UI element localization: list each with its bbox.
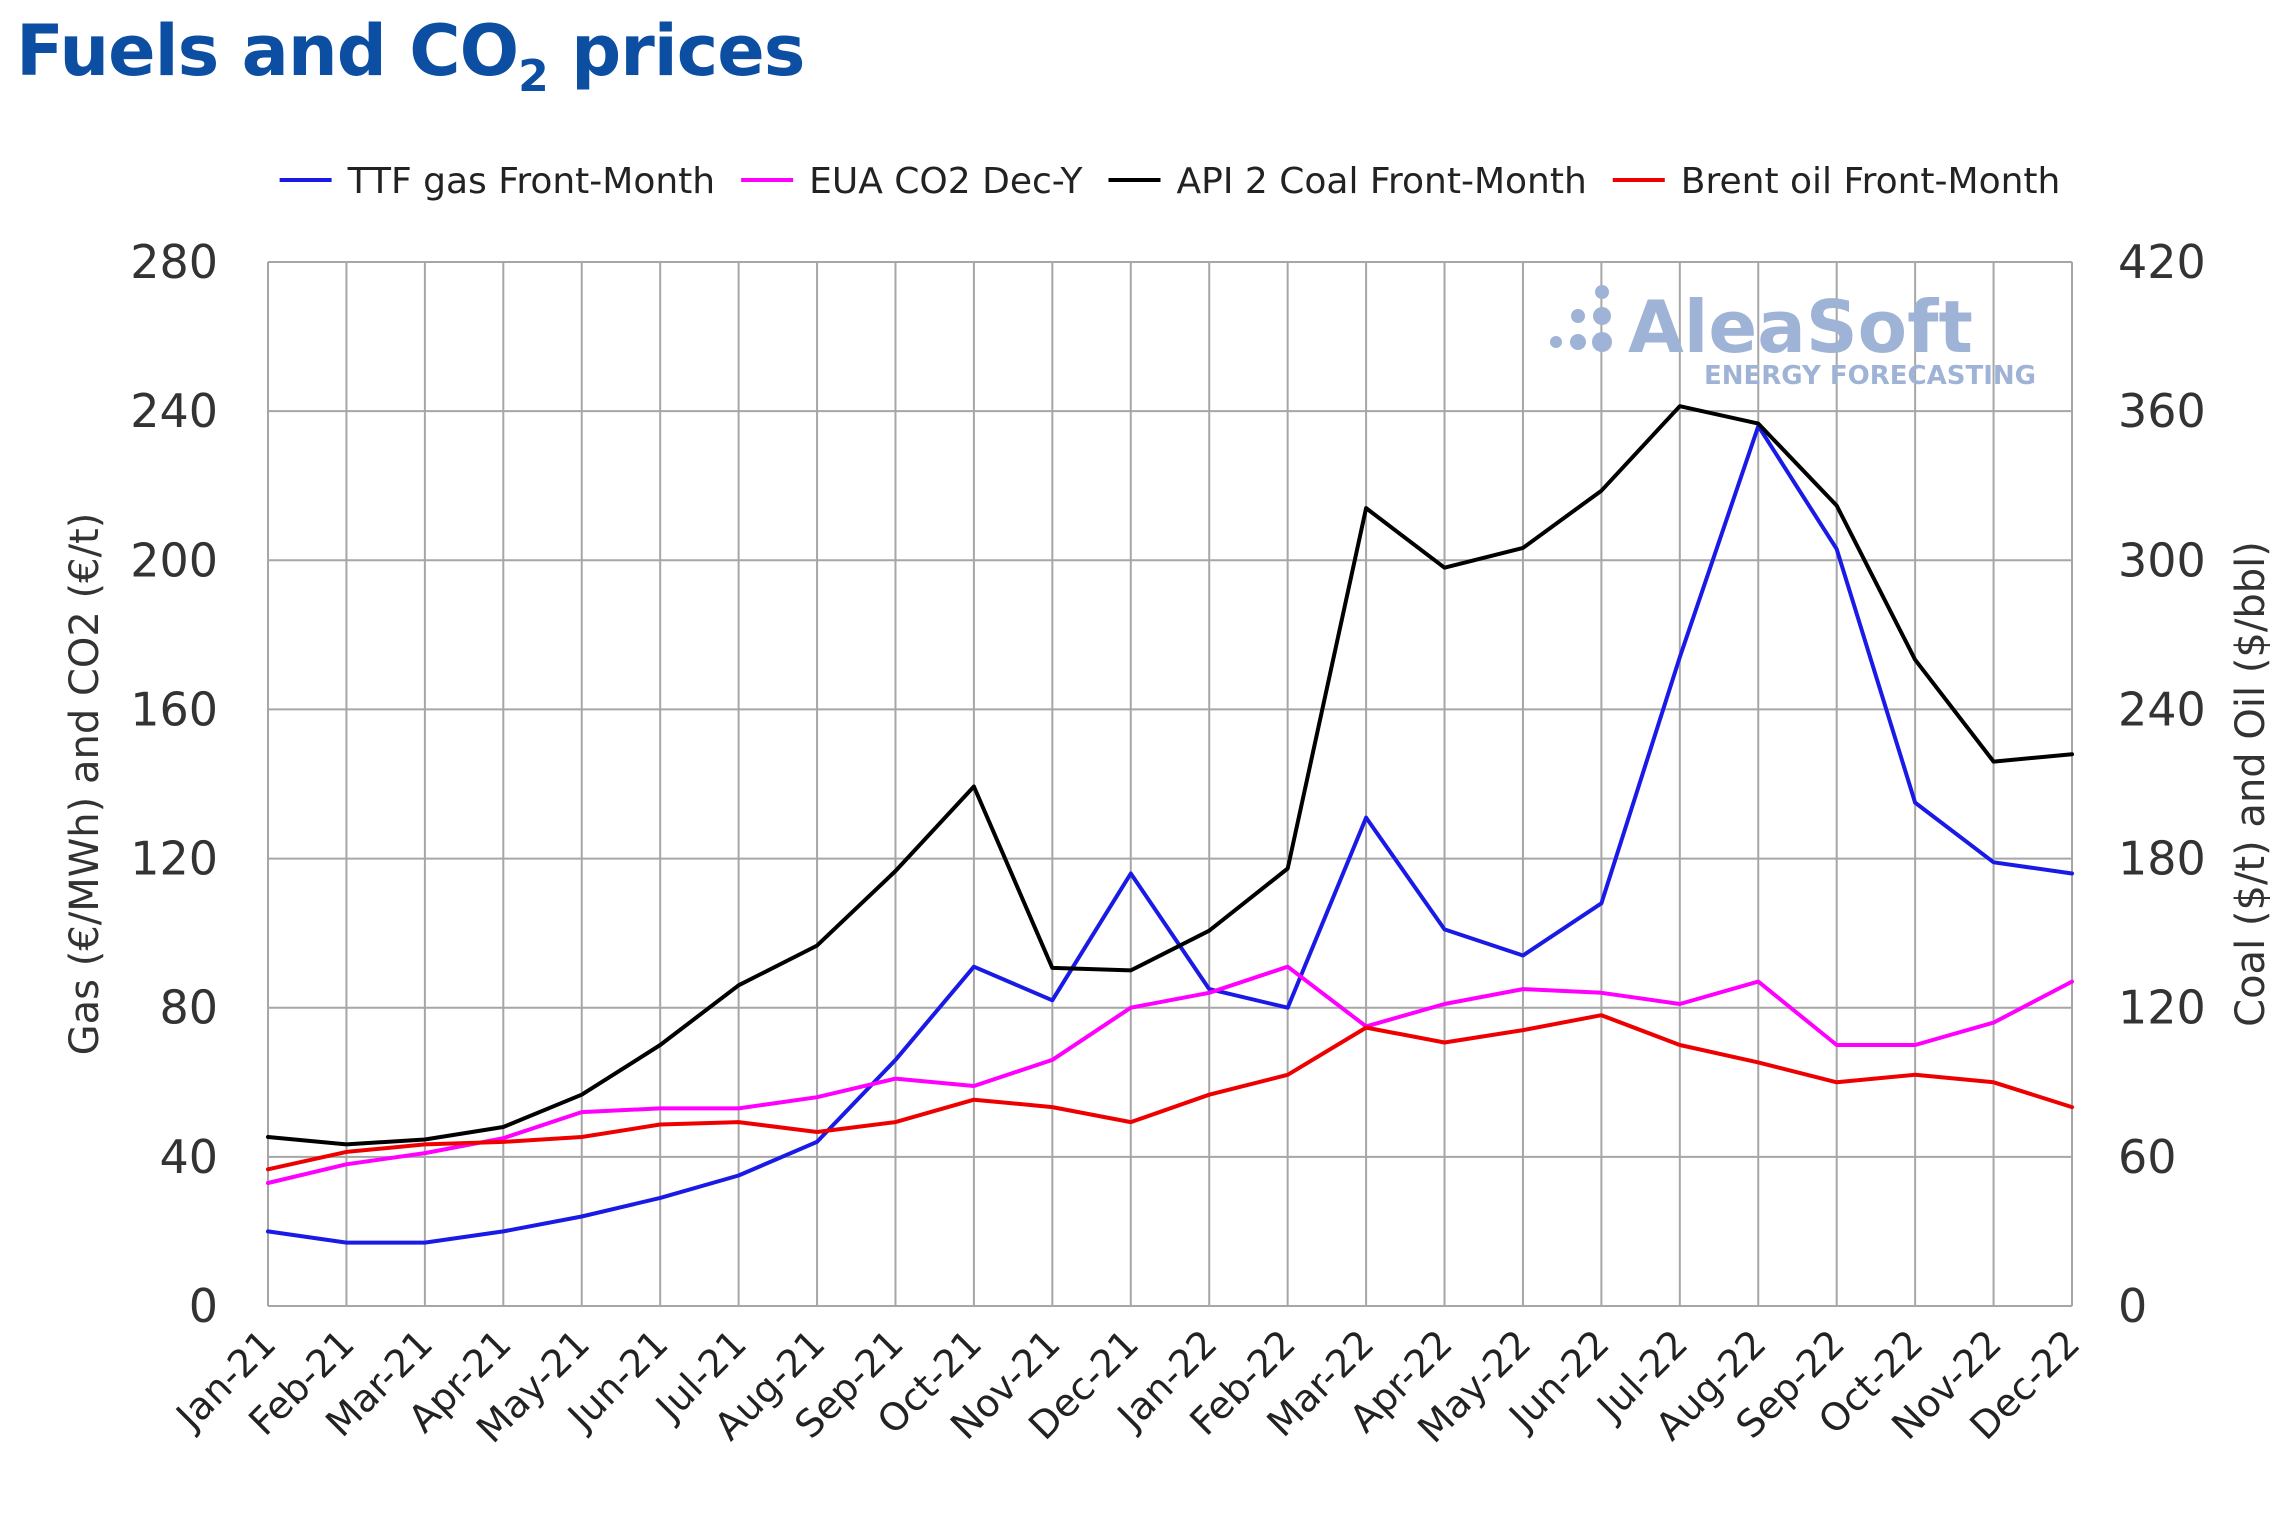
watermark-dot xyxy=(1595,285,1609,299)
y-right-tick-label: 180 xyxy=(2118,832,2206,886)
chart-grid xyxy=(267,261,2073,1307)
title-subscript: 2 xyxy=(518,51,549,102)
legend-item-eua-co2-dec-y: EUA CO2 Dec-Y xyxy=(741,161,1083,202)
y-left-axis-title: Gas (€/MWh) and CO2 (€/t) xyxy=(62,513,108,1056)
watermark-dot xyxy=(1593,307,1611,325)
y-left-tick-label: 40 xyxy=(159,1130,218,1184)
title-tail: prices xyxy=(547,10,805,92)
series-line-brent-oil-front-month xyxy=(266,1013,2074,1172)
legend-label: API 2 Coal Front-Month xyxy=(1176,161,1586,202)
chart-title: Fuels and CO2 prices xyxy=(16,10,805,102)
legend-item-api-2-coal-front-month: API 2 Coal Front-Month xyxy=(1108,161,1587,202)
watermark-tagline: ENERGY FORECASTING xyxy=(1704,361,2036,391)
y-right-axis-title: Coal ($/t) and Oil ($/bbl) xyxy=(2228,541,2274,1027)
y-left-tick-label: 160 xyxy=(130,682,218,736)
y-left-tick-label: 0 xyxy=(189,1279,218,1333)
series-line-api-2-coal-front-month xyxy=(266,404,2074,1147)
y-left-tick-label: 240 xyxy=(130,384,218,438)
y-left-tick-label: 200 xyxy=(130,533,218,587)
watermark-dot xyxy=(1571,309,1585,323)
y-right-tick-label: 360 xyxy=(2118,384,2206,438)
chart-legend: TTF gas Front-Month EUA CO2 Dec-Y API 2 Co… xyxy=(279,161,2061,202)
legend-label: EUA CO2 Dec-Y xyxy=(809,161,1083,202)
y-right-tick-label: 240 xyxy=(2118,682,2206,736)
watermark-dot xyxy=(1570,334,1586,350)
left-y-axis: 0 40 80 120 160 200 240 280 Gas (€/MWh) and CO2 … xyxy=(62,235,218,1333)
legend-label: Brent oil Front-Month xyxy=(1681,161,2061,202)
y-right-tick-label: 0 xyxy=(2118,1279,2147,1333)
y-left-tick-label: 280 xyxy=(130,235,218,289)
y-left-tick-label: 80 xyxy=(159,981,218,1035)
right-y-axis: 0 60 120 180 240 300 360 420 Coal ($/t) and Oil … xyxy=(2118,235,2274,1333)
legend-item-brent-oil-front-month: Brent oil Front-Month xyxy=(1612,161,2061,202)
chart-series xyxy=(266,404,2074,1245)
x-axis: Jan-21Feb-21Mar-21Apr-21May-21Jun-21Jul-… xyxy=(167,1321,2089,1451)
watermark-dot xyxy=(1550,336,1562,348)
y-right-tick-label: 120 xyxy=(2118,981,2206,1035)
watermark-dot xyxy=(1592,332,1612,352)
y-right-tick-label: 300 xyxy=(2118,533,2206,587)
watermark-name: AleaSoft xyxy=(1628,285,1973,369)
y-right-tick-label: 420 xyxy=(2118,235,2206,289)
y-left-tick-label: 120 xyxy=(130,832,218,886)
series-line-eua-co2-dec-y xyxy=(266,964,2074,1185)
title-main: Fuels and CO xyxy=(16,10,519,92)
series-line-ttf-gas-front-month xyxy=(266,424,2074,1245)
y-right-tick-label: 60 xyxy=(2118,1130,2177,1184)
legend-label: TTF gas Front-Month xyxy=(347,161,716,202)
legend-item-ttf-gas-front-month: TTF gas Front-Month xyxy=(279,161,716,202)
